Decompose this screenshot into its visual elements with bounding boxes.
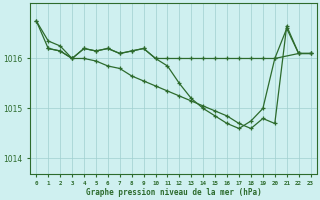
X-axis label: Graphe pression niveau de la mer (hPa): Graphe pression niveau de la mer (hPa) (85, 188, 261, 197)
